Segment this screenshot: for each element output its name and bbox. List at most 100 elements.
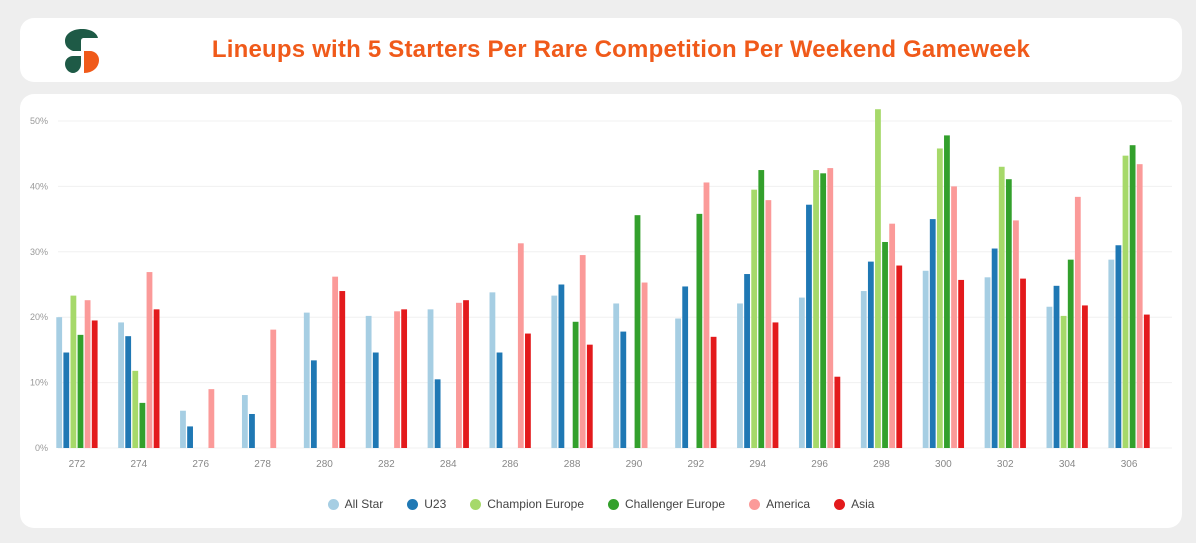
x-tick-label: 272 xyxy=(69,459,86,470)
bar-all-star xyxy=(675,318,681,448)
bar-u23 xyxy=(1053,285,1060,448)
bar-all-star xyxy=(1046,306,1053,448)
bar-champion-europe xyxy=(813,170,819,449)
legend-item[interactable]: U23 xyxy=(407,497,446,511)
bar-challenger-europe xyxy=(77,334,84,448)
x-tick-label: 276 xyxy=(192,459,209,470)
bar-america xyxy=(703,182,710,448)
bar-america xyxy=(208,389,215,448)
bar-challenger-europe xyxy=(696,213,703,448)
bar-all-star xyxy=(56,317,63,448)
bar-challenger-europe xyxy=(882,241,888,448)
bar-u23 xyxy=(806,204,812,448)
bar-asia xyxy=(1082,305,1088,448)
legend-label: Champion Europe xyxy=(487,497,584,511)
bar-america xyxy=(332,276,339,448)
bar-challenger-europe xyxy=(758,170,765,449)
y-tick-label: 50% xyxy=(30,116,48,126)
legend-item[interactable]: Champion Europe xyxy=(470,497,584,511)
bar-asia xyxy=(1143,314,1150,448)
x-tick-label: 298 xyxy=(873,459,890,470)
bar-u23 xyxy=(310,360,317,448)
legend-swatch xyxy=(470,498,482,510)
bar-all-star xyxy=(427,309,434,448)
x-tick-label: 292 xyxy=(687,459,704,470)
bar-challenger-europe xyxy=(1129,145,1136,448)
bar-all-star xyxy=(922,270,929,448)
bar-asia xyxy=(1020,278,1026,448)
legend-item[interactable]: All Star xyxy=(327,497,383,511)
bar-america xyxy=(827,168,834,448)
legend-swatch xyxy=(834,498,846,510)
bar-challenger-europe xyxy=(139,402,146,448)
legend-item[interactable]: Challenger Europe xyxy=(608,497,725,511)
y-tick-label: 10% xyxy=(30,378,48,388)
bar-u23 xyxy=(434,379,441,448)
bar-champion-europe xyxy=(1122,155,1129,449)
bar-asia xyxy=(153,309,160,448)
x-tick-label: 304 xyxy=(1059,459,1076,470)
bar-america xyxy=(146,272,153,448)
y-tick-label: 0% xyxy=(35,443,48,453)
legend-swatch xyxy=(749,498,761,510)
bar-u23 xyxy=(1115,245,1122,448)
legend-swatch xyxy=(327,498,339,510)
x-tick-label: 290 xyxy=(626,459,643,470)
bar-asia xyxy=(401,309,408,448)
y-tick-label: 40% xyxy=(30,181,48,191)
bar-u23 xyxy=(249,413,255,448)
bar-all-star xyxy=(241,395,248,448)
header-card: Lineups with 5 Starters Per Rare Competi… xyxy=(20,18,1182,82)
bar-all-star xyxy=(303,312,310,448)
bar-challenger-europe xyxy=(634,215,641,448)
x-tick-label: 306 xyxy=(1121,459,1138,470)
bar-asia xyxy=(958,279,965,448)
bar-u23 xyxy=(558,284,565,448)
x-tick-label: 274 xyxy=(130,459,147,470)
bar-america xyxy=(1136,164,1143,448)
bar-u23 xyxy=(682,286,689,448)
bar-america xyxy=(951,186,957,448)
bar-america xyxy=(889,223,896,448)
bar-asia xyxy=(463,300,469,448)
bar-u23 xyxy=(744,274,750,448)
bar-u23 xyxy=(867,261,874,448)
bar-america xyxy=(270,329,277,448)
bar-america xyxy=(765,200,772,448)
bar-all-star xyxy=(118,322,124,448)
bar-u23 xyxy=(929,219,936,448)
bar-all-star xyxy=(860,291,867,448)
x-tick-label: 300 xyxy=(935,459,952,470)
bar-all-star xyxy=(365,315,372,448)
bar-all-star xyxy=(984,277,991,448)
x-tick-label: 294 xyxy=(749,459,766,470)
sorare-logo-icon xyxy=(65,29,99,73)
bar-america xyxy=(517,243,524,448)
bar-all-star xyxy=(489,292,496,448)
bar-all-star xyxy=(737,303,743,448)
chart-legend: All Star U23 Champion Europe Challenger Eur… xyxy=(20,497,1182,511)
bar-champion-europe xyxy=(936,148,943,448)
bar-america xyxy=(1013,220,1019,448)
bar-u23 xyxy=(187,426,193,448)
bar-challenger-europe xyxy=(944,135,950,448)
bar-u23 xyxy=(63,352,70,448)
bar-all-star xyxy=(798,297,805,448)
bar-all-star xyxy=(613,303,620,448)
x-tick-label: 282 xyxy=(378,459,395,470)
legend-item[interactable]: America xyxy=(749,497,810,511)
legend-swatch xyxy=(407,498,419,510)
x-tick-label: 286 xyxy=(502,459,519,470)
bar-asia xyxy=(586,344,593,448)
x-tick-label: 280 xyxy=(316,459,333,470)
legend-label: America xyxy=(766,497,811,511)
x-tick-label: 288 xyxy=(564,459,581,470)
bar-champion-europe xyxy=(132,370,139,448)
bar-asia xyxy=(710,336,717,448)
bar-champion-europe xyxy=(751,189,758,449)
x-tick-label: 278 xyxy=(254,459,271,470)
legend-item[interactable]: Asia xyxy=(834,497,874,511)
x-tick-label: 284 xyxy=(440,459,457,470)
legend-label: U23 xyxy=(424,497,447,511)
bar-all-star xyxy=(551,295,558,448)
